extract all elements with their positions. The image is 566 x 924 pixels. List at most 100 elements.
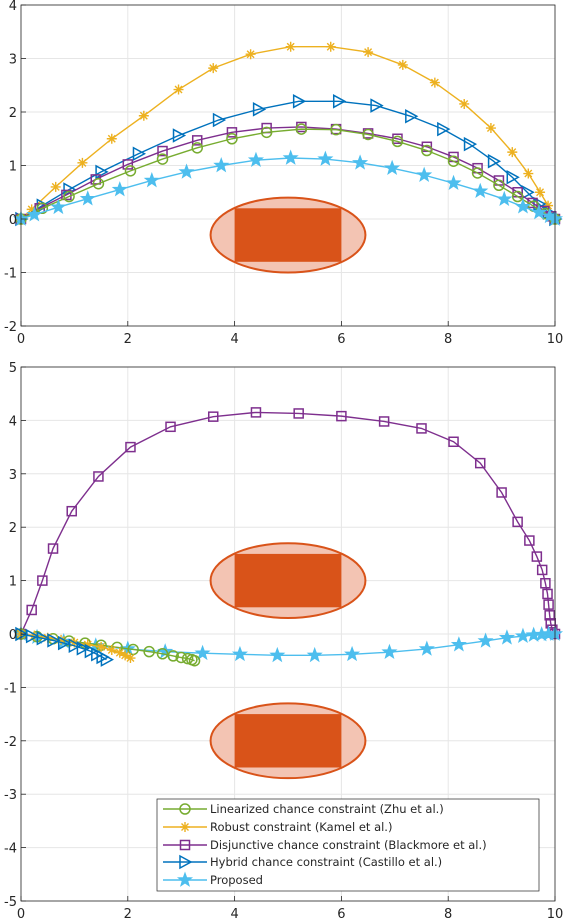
data-point-proposed bbox=[352, 154, 369, 170]
data-point-proposed bbox=[496, 190, 513, 207]
data-point-robust bbox=[29, 630, 40, 641]
data-point-hybrid bbox=[172, 128, 187, 143]
y-tick-label: -2 bbox=[4, 320, 17, 335]
legend-entry-disjunctive: Disjunctive chance constraint (Blackmore… bbox=[163, 838, 487, 852]
legend-entry-proposed: Proposed bbox=[163, 871, 263, 887]
data-point-hybrid bbox=[95, 164, 109, 180]
legend-label-proposed: Proposed bbox=[210, 873, 263, 887]
circle-icon-glyph bbox=[179, 803, 191, 815]
data-point-hybrid bbox=[84, 643, 98, 659]
data-point-proposed bbox=[26, 206, 43, 222]
data-point-linearized bbox=[143, 645, 155, 658]
data-point-proposed bbox=[79, 190, 96, 206]
data-point-hybrid bbox=[212, 112, 227, 128]
data-point-proposed bbox=[445, 174, 462, 190]
data-point-robust bbox=[535, 187, 546, 198]
data-point-robust bbox=[77, 157, 88, 168]
data-point-disjunctive bbox=[421, 141, 433, 153]
bottom-series-hybrid bbox=[15, 626, 115, 667]
data-point-disjunctive bbox=[416, 423, 427, 434]
data-point-disjunctive bbox=[66, 505, 77, 517]
data-point-linearized bbox=[191, 142, 203, 154]
data-point-disjunctive bbox=[293, 408, 304, 419]
y-tick-label: 5 bbox=[9, 361, 17, 376]
data-point-linearized bbox=[330, 123, 342, 136]
data-point-robust bbox=[429, 77, 440, 88]
data-point-proposed bbox=[384, 159, 401, 176]
data-point-proposed bbox=[450, 636, 467, 652]
data-point-proposed bbox=[247, 151, 265, 167]
legend-entry-linearized: Linearized chance constraint (Zhu et al.… bbox=[163, 802, 444, 816]
data-point-proposed bbox=[381, 643, 398, 659]
data-point-hybrid bbox=[132, 146, 147, 161]
data-point-linearized bbox=[493, 179, 505, 192]
legend-label-disjunctive: Disjunctive chance constraint (Blackmore… bbox=[210, 838, 487, 852]
data-point-linearized bbox=[156, 648, 169, 660]
data-point-robust bbox=[26, 204, 37, 215]
data-point-proposed bbox=[50, 198, 67, 215]
data-point-robust bbox=[325, 41, 336, 52]
data-point-hybrid bbox=[332, 94, 347, 109]
y-tick-label: 0 bbox=[9, 213, 17, 228]
data-point-robust bbox=[459, 98, 470, 109]
data-point-proposed bbox=[231, 645, 248, 662]
data-point-proposed bbox=[317, 150, 334, 166]
x-tick-label: 2 bbox=[124, 907, 132, 922]
x-tick-label: 0 bbox=[17, 332, 25, 347]
pentagram-icon-glyph bbox=[176, 871, 194, 887]
series-line-disjunctive bbox=[20, 126, 556, 220]
data-point-proposed bbox=[344, 645, 361, 662]
data-point-disjunctive bbox=[540, 578, 551, 589]
x-tick-label: 0 bbox=[17, 907, 25, 922]
data-point-disjunctive bbox=[93, 471, 104, 482]
data-point-robust bbox=[138, 110, 149, 121]
y-tick-label: 0 bbox=[9, 628, 17, 643]
data-point-proposed bbox=[111, 181, 128, 197]
bottom-obstacle-0 bbox=[209, 542, 367, 619]
y-tick-label: 2 bbox=[9, 106, 17, 121]
bottom-tick-labels: 0 2 4 6 8 10 -5 -4 -3 -2 -1 0 1 2 3 4 5 bbox=[4, 361, 563, 922]
obstacle-rect bbox=[234, 553, 342, 608]
data-point-disjunctive bbox=[543, 599, 554, 610]
y-tick-label: 1 bbox=[9, 160, 17, 175]
triangle-right-icon bbox=[179, 854, 193, 870]
data-point-hybrid bbox=[68, 638, 82, 654]
y-tick-label: -5 bbox=[4, 895, 17, 910]
data-point-robust bbox=[50, 181, 61, 192]
data-point-linearized bbox=[181, 652, 194, 665]
data-point-robust bbox=[106, 645, 117, 656]
y-tick-label: -4 bbox=[4, 842, 17, 857]
data-point-robust bbox=[507, 147, 518, 158]
data-point-disjunctive bbox=[512, 516, 523, 528]
data-point-disjunctive bbox=[336, 410, 347, 422]
data-point-robust bbox=[114, 647, 125, 658]
data-point-disjunctive bbox=[544, 610, 555, 621]
x-tick-label: 6 bbox=[337, 332, 345, 347]
x-tick-label: 10 bbox=[547, 907, 564, 922]
y-tick-label: 1 bbox=[9, 575, 17, 590]
data-point-proposed bbox=[472, 182, 489, 199]
data-point-disjunctive bbox=[61, 189, 72, 201]
legend: Linearized chance constraint (Zhu et al.… bbox=[156, 798, 540, 892]
square-icon bbox=[179, 839, 191, 851]
data-point-hybrid bbox=[36, 631, 50, 646]
data-point-linearized bbox=[167, 650, 179, 662]
data-point-disjunctive bbox=[226, 127, 238, 138]
asterisk-icon-glyph bbox=[180, 822, 190, 832]
data-point-disjunctive bbox=[191, 135, 203, 146]
data-point-proposed bbox=[498, 629, 515, 645]
data-point-robust bbox=[96, 641, 107, 652]
data-point-hybrid bbox=[292, 94, 307, 109]
bottom-obstacle-1 bbox=[209, 702, 367, 780]
asterisk-icon bbox=[180, 822, 190, 832]
data-point-linearized bbox=[36, 202, 49, 215]
data-point-linearized bbox=[260, 126, 273, 139]
data-point-disjunctive bbox=[474, 457, 486, 469]
obstacle-rect bbox=[234, 208, 342, 262]
top-plot-panel: 0 2 4 6 8 10 -2 -1 0 1 2 3 4 bbox=[4, 0, 563, 347]
data-point-disjunctive bbox=[250, 407, 262, 418]
data-point-disjunctive bbox=[37, 575, 48, 586]
data-point-robust bbox=[173, 84, 184, 95]
y-tick-label: 4 bbox=[9, 0, 17, 14]
